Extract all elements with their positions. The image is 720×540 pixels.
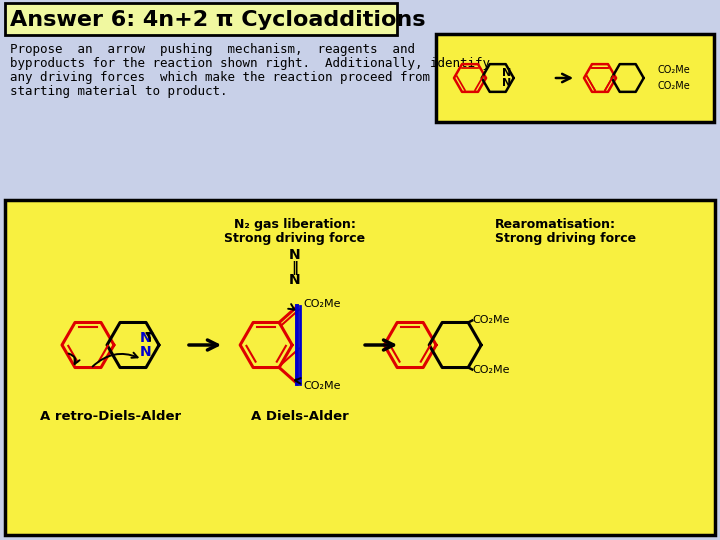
Text: A retro-Diels-Alder: A retro-Diels-Alder: [40, 410, 181, 423]
Text: CO₂Me: CO₂Me: [472, 315, 510, 326]
Text: ‖: ‖: [292, 261, 298, 275]
Text: N: N: [502, 68, 511, 78]
Polygon shape: [384, 322, 436, 368]
Polygon shape: [62, 322, 114, 368]
Text: any driving forces  which make the reaction proceed from: any driving forces which make the reacti…: [10, 71, 430, 84]
Text: starting material to product.: starting material to product.: [10, 85, 228, 98]
Polygon shape: [240, 322, 292, 368]
Text: Strong driving force: Strong driving force: [225, 232, 366, 245]
Text: N: N: [289, 273, 301, 287]
Text: N: N: [502, 78, 511, 88]
Bar: [5, 200, 715, 535]
Text: N₂ gas liberation:: N₂ gas liberation:: [234, 218, 356, 231]
Text: N: N: [289, 248, 301, 262]
Text: CO₂Me: CO₂Me: [657, 81, 690, 91]
Text: A Diels-Alder: A Diels-Alder: [251, 410, 349, 423]
Text: CO₂Me: CO₂Me: [303, 300, 341, 309]
Text: Strong driving force: Strong driving force: [495, 232, 636, 245]
Text: CO₂Me: CO₂Me: [657, 65, 690, 75]
FancyBboxPatch shape: [5, 3, 397, 35]
Bar: [436, 34, 714, 122]
Text: CO₂Me: CO₂Me: [472, 364, 510, 375]
Text: N: N: [140, 345, 152, 359]
Text: Propose  an  arrow  pushing  mechanism,  reagents  and: Propose an arrow pushing mechanism, reag…: [10, 43, 415, 56]
Polygon shape: [107, 322, 159, 368]
Text: N: N: [140, 330, 152, 345]
Text: CO₂Me: CO₂Me: [303, 381, 341, 390]
Text: Answer 6: 4n+2 π Cycloadditions: Answer 6: 4n+2 π Cycloadditions: [10, 10, 426, 30]
Text: Rearomatisation:: Rearomatisation:: [495, 218, 616, 231]
Polygon shape: [429, 322, 481, 368]
Text: byproducts for the reaction shown right.  Additionally, identify: byproducts for the reaction shown right.…: [10, 57, 490, 70]
